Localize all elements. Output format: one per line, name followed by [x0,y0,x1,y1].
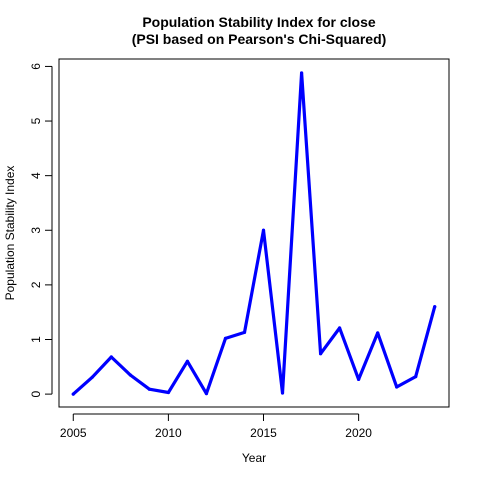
y-tick-label: 0 [29,390,43,397]
x-tick-label: 2010 [155,426,182,440]
y-tick-label: 2 [29,281,43,288]
y-tick-label: 3 [29,227,43,234]
x-axis-label: Year [242,451,266,465]
data-point [318,352,323,356]
plot-frame [58,58,450,408]
data-point [223,336,228,341]
data-point [147,387,151,391]
data-point [414,375,418,379]
x-tick-label: 2020 [345,426,372,440]
data-point [357,377,361,381]
data-point [376,331,380,335]
data-point [185,359,190,363]
chart-title: Population Stability Index for close [142,14,376,30]
data-point [109,355,113,359]
data-point [90,375,94,379]
x-axis: 2005 2010 2015 2020 [60,413,372,440]
y-tick-label: 5 [29,117,43,124]
data-point [261,228,266,232]
data-point [280,391,285,395]
data-point [395,385,399,389]
data-point [128,373,132,377]
data-point [166,390,170,395]
y-tick-label: 1 [29,336,43,343]
y-tick-label: 6 [29,63,43,70]
x-tick-label: 2015 [250,426,277,440]
data-point [299,71,304,75]
y-axis-label: Population Stability Index [3,166,17,301]
series-line [71,71,437,396]
chart-subtitle: (PSI based on Pearson's Chi-Squared) [132,31,387,47]
data-point [242,330,247,334]
series-layer [71,71,437,396]
data-point [338,326,342,330]
y-axis: 0 1 2 3 4 5 6 [29,63,53,397]
data-point [204,391,209,396]
x-tick-label: 2005 [60,426,87,440]
data-point [71,392,75,396]
y-tick-label: 4 [29,172,43,179]
data-point [433,305,437,309]
